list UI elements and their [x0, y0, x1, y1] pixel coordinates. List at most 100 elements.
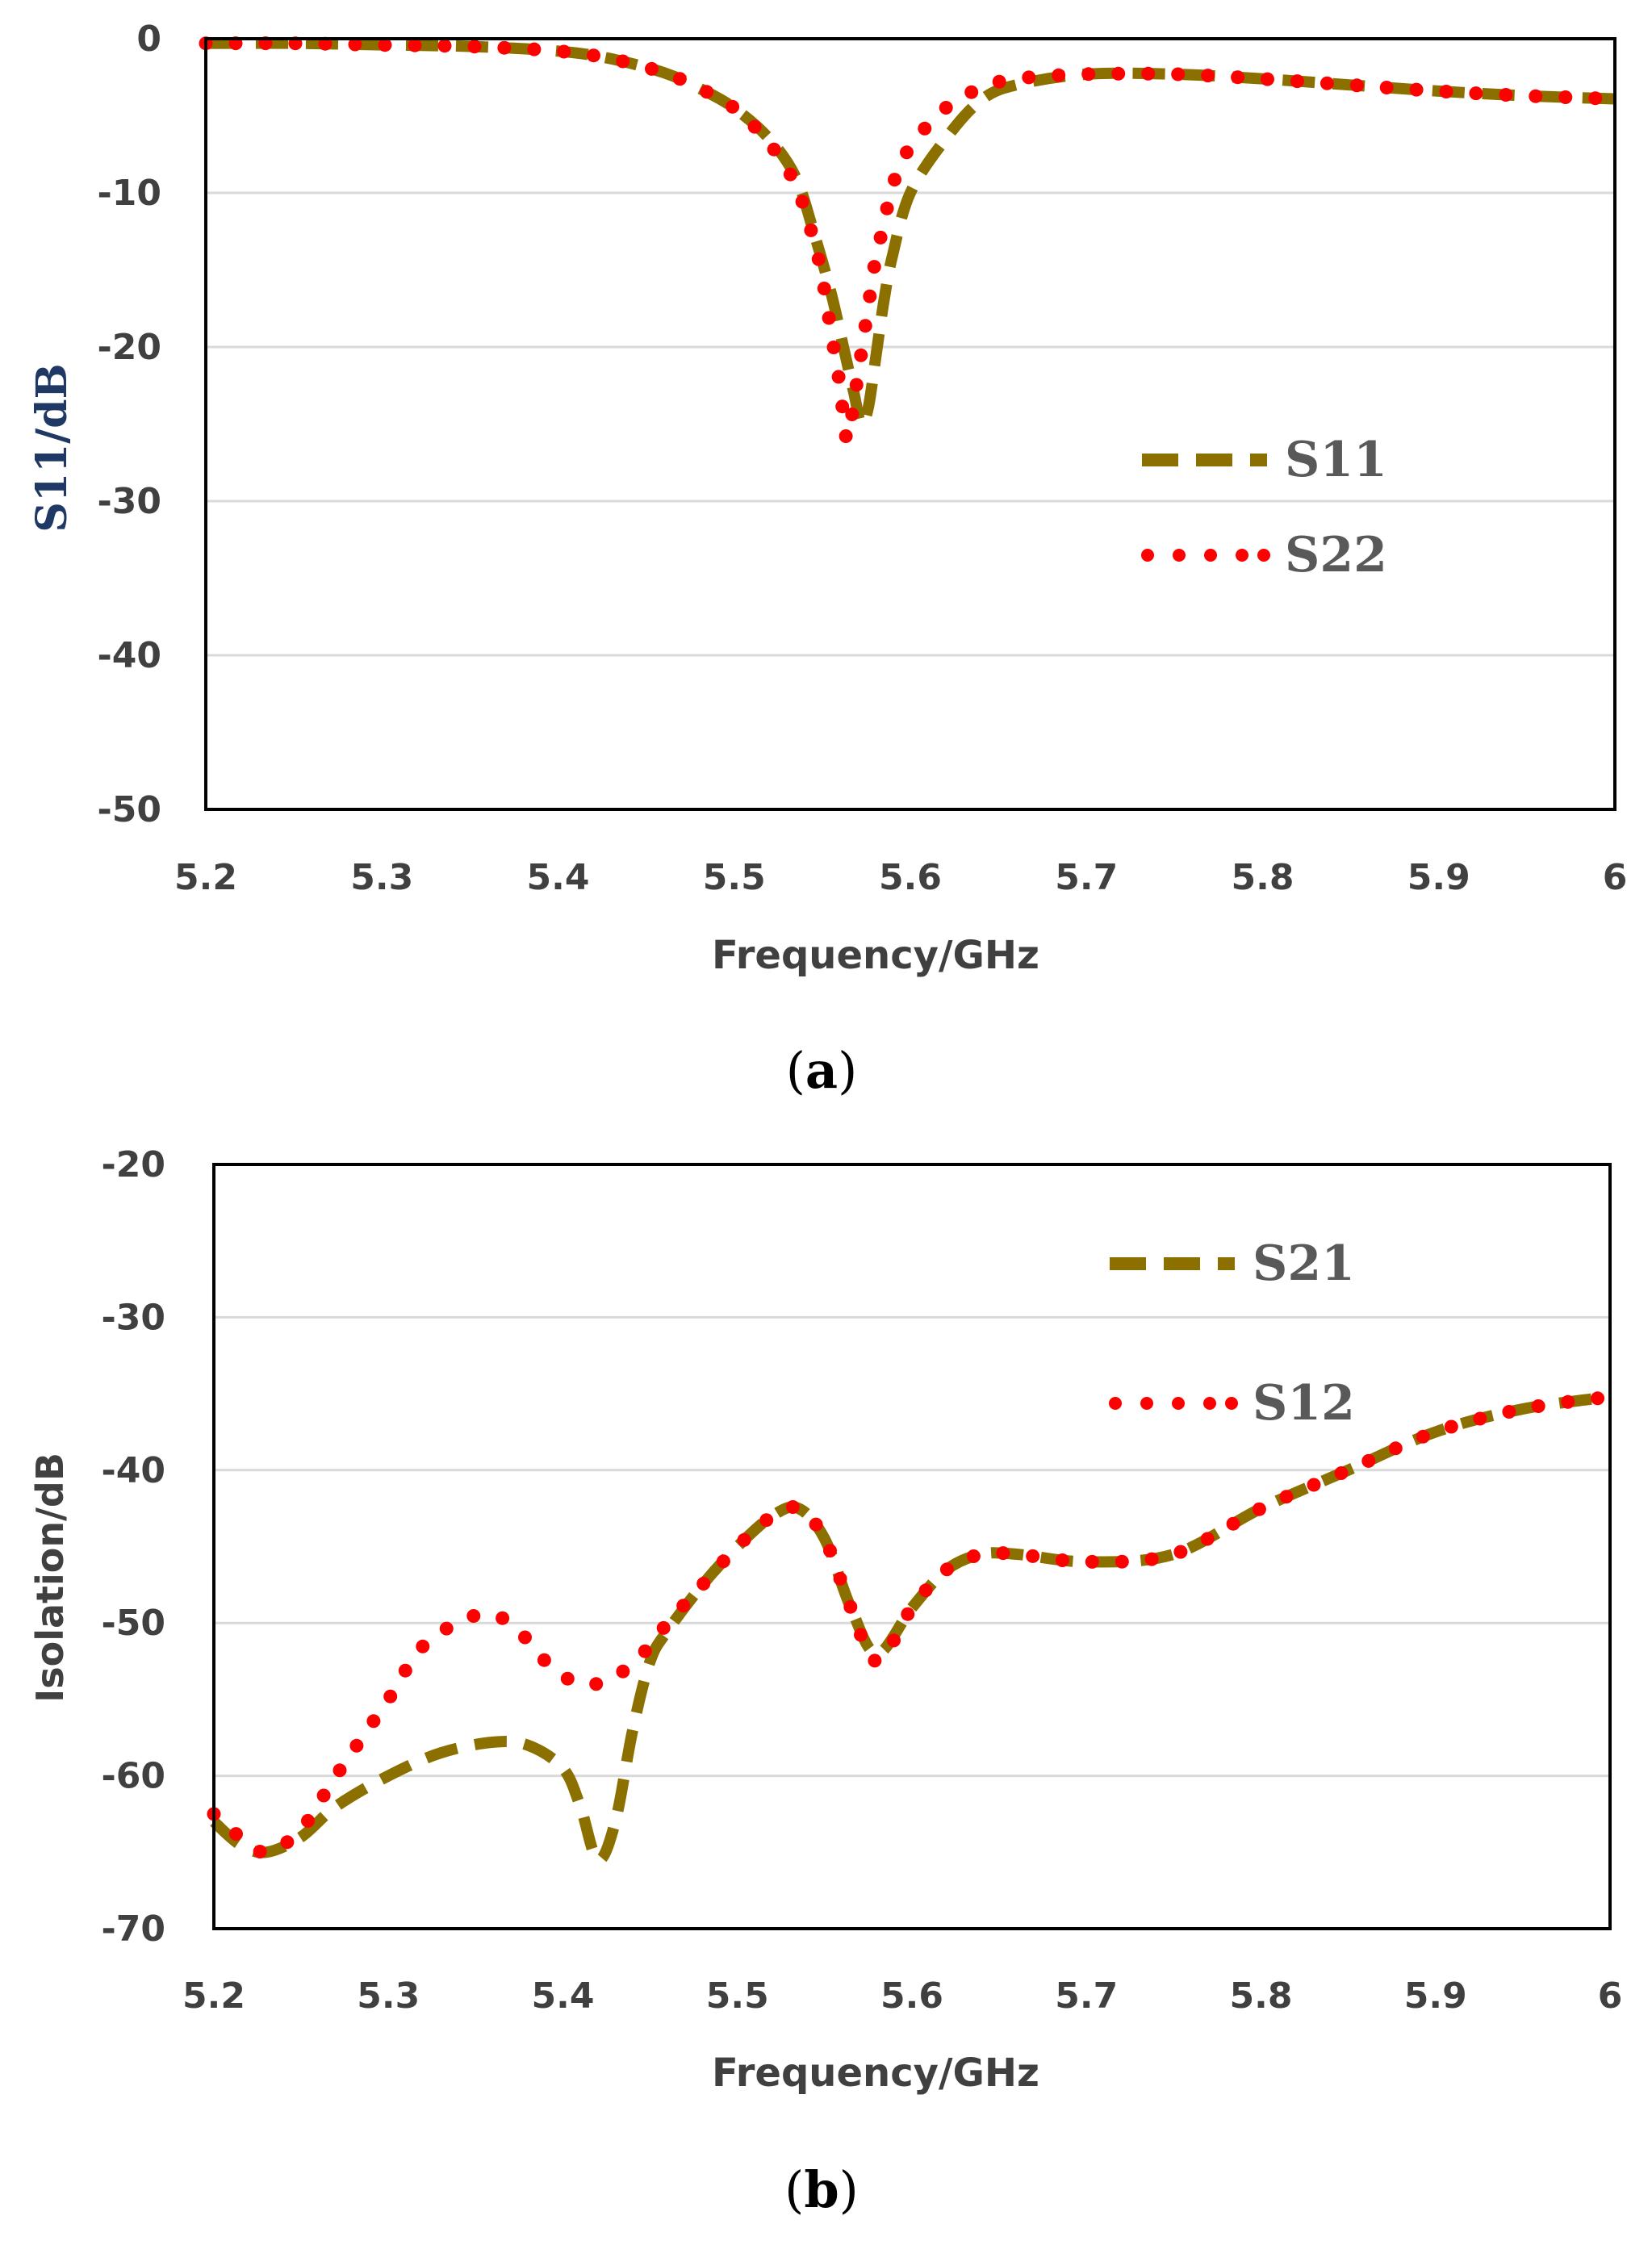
- chart-a-point-s22: [900, 145, 914, 160]
- chart-a-caption-letter: a: [805, 1041, 838, 1100]
- chart-b-ytick: -40: [102, 1450, 166, 1491]
- chart-b-point-s12: [537, 1653, 551, 1667]
- chart-a-ytick: -50: [98, 789, 162, 830]
- chart-b-point-s12: [1561, 1394, 1575, 1409]
- chart-a-series-s22: [199, 36, 1615, 443]
- chart-a-point-s22: [616, 54, 630, 69]
- chart-b-point-s12: [1085, 1554, 1099, 1569]
- chart-a-ytick: -10: [98, 173, 162, 214]
- chart-a-point-s22: [1588, 91, 1603, 106]
- legend-dot: [1257, 549, 1270, 562]
- chart-a-point-s22: [873, 230, 888, 245]
- chart-a-legend-swatch-s22: [1141, 549, 1270, 562]
- chart-a-point-s22: [1349, 78, 1364, 93]
- chart-b-point-s12: [616, 1664, 630, 1679]
- chart-b-point-s12: [1026, 1549, 1040, 1563]
- chart-a-xticks: 5.2 5.3 5.4 5.5 5.6 5.7 5.8 5.9 6: [174, 857, 1627, 898]
- chart-b-point-s12: [656, 1620, 671, 1635]
- chart-b-point-s12: [918, 1583, 933, 1598]
- chart-b-caption: (b): [784, 2160, 859, 2219]
- chart-b-point-s12: [1279, 1490, 1294, 1504]
- chart-a-point-s22: [867, 260, 881, 274]
- chart-b-point-s12: [518, 1630, 532, 1645]
- chart-b-point-s12: [966, 1549, 981, 1563]
- chart-a-caption-open: (: [786, 1041, 805, 1100]
- chart-b-point-s12: [416, 1639, 430, 1653]
- chart-b-point-s12: [560, 1671, 575, 1686]
- chart-a-point-s22: [811, 252, 826, 266]
- chart-a-point-s22: [587, 48, 600, 63]
- chart-a-line-s22-guide: [206, 44, 1615, 440]
- chart-b-ytick: -20: [102, 1144, 166, 1185]
- chart-b-point-s12: [1361, 1453, 1376, 1468]
- chart-b-ylabel: Isolation/dB: [28, 1453, 72, 1703]
- chart-b-legend-label-s21: S21: [1253, 1235, 1355, 1292]
- chart-a-point-s22: [408, 38, 422, 52]
- chart-b-xtick: 5.3: [357, 1975, 420, 2017]
- chart-a-point-s22: [854, 348, 868, 362]
- chart-b-ytick: -70: [102, 1908, 166, 1950]
- chart-b-point-s12: [1531, 1399, 1545, 1413]
- chart-a-xtick: 5.9: [1407, 857, 1470, 898]
- chart-a-point-s22: [858, 319, 872, 333]
- chart-a-xtick: 5.2: [174, 857, 237, 898]
- chart-a-series-s11: [205, 37, 1616, 431]
- chart-a-point-s22: [1499, 88, 1513, 102]
- chart-b-point-s12: [439, 1621, 454, 1636]
- chart-a-legend: S11 S22: [1141, 432, 1387, 583]
- chart-b-xtick: 5.2: [182, 1975, 245, 2017]
- chart-a-point-s22: [804, 223, 818, 237]
- chart-a-xtick: 5.7: [1055, 857, 1118, 898]
- chart-b-caption-open: (: [784, 2160, 804, 2219]
- chart-b-point-s12: [759, 1513, 774, 1528]
- chart-b-point-s12: [939, 1562, 954, 1577]
- chart-b-xtick: 5.6: [880, 1975, 943, 2017]
- chart-b-point-s12: [737, 1532, 751, 1547]
- chart-b-point-s12: [1334, 1466, 1349, 1480]
- chart-b-plot-frame: [212, 1163, 1612, 1930]
- chart-a-point-s22: [863, 289, 877, 303]
- chart-b-point-s12: [887, 1633, 901, 1648]
- chart-b-ytick: -60: [102, 1756, 166, 1797]
- chart-a-point-s22: [822, 311, 836, 325]
- chart-a-point-s22: [1022, 70, 1036, 85]
- chart-a-xtick: 5.4: [527, 857, 590, 898]
- chart-b: 5.2 5.3 5.4 5.5 5.6 5.7 5.8 5.9 6 -20 -3…: [28, 1144, 1622, 2219]
- chart-a-point-s22: [1081, 67, 1096, 82]
- chart-a-ytick: 0: [136, 19, 161, 60]
- chart-b-point-s12: [1444, 1419, 1458, 1434]
- chart-b-point-s12: [1473, 1411, 1487, 1426]
- chart-b-point-s12: [280, 1835, 295, 1850]
- chart-a-ytick: -30: [98, 481, 162, 522]
- chart-b-line-s21: [210, 1390, 1611, 1866]
- chart-b-legend-swatch-s12: [1109, 1397, 1238, 1410]
- chart-a-ytick: -20: [98, 327, 162, 368]
- chart-b-series-s21: [210, 1390, 1611, 1866]
- chart-b-ytick: -30: [102, 1297, 166, 1338]
- chart-b-point-s12: [332, 1763, 347, 1778]
- legend-dot: [1204, 549, 1217, 562]
- chart-b-line-s12-guide: [214, 1397, 1610, 1853]
- chart-b-xtick: 5.4: [532, 1975, 595, 2017]
- legend-dot: [1203, 1397, 1216, 1410]
- chart-a-point-s22: [835, 399, 850, 414]
- chart-b-xtick: 5.9: [1404, 1975, 1467, 2017]
- chart-a-point-s22: [378, 38, 392, 52]
- chart-a-point-s22: [1290, 74, 1304, 89]
- chart-b-point-s12: [1252, 1502, 1266, 1516]
- chart-a-point-s22: [826, 341, 841, 354]
- chart-b-legend-label-s12: S12: [1253, 1375, 1355, 1432]
- chart-a-point-s22: [1439, 85, 1453, 98]
- chart-a-line-s11: [205, 37, 1616, 431]
- chart-a-point-s22: [964, 85, 979, 99]
- chart-a-yticks: 0 -10 -20 -30 -40 -50: [98, 19, 162, 830]
- chart-b-point-s12: [301, 1813, 315, 1828]
- chart-a-point-s22: [1171, 67, 1186, 82]
- chart-b-point-s12: [1144, 1552, 1159, 1566]
- chart-b-xticks: 5.2 5.3 5.4 5.5 5.6 5.7 5.8 5.9 6: [182, 1975, 1622, 2017]
- chart-a-point-s22: [1379, 81, 1394, 94]
- chart-b-point-s12: [1173, 1545, 1188, 1559]
- chart-b-point-s12: [823, 1544, 837, 1558]
- chart-a-point-s22: [888, 173, 901, 187]
